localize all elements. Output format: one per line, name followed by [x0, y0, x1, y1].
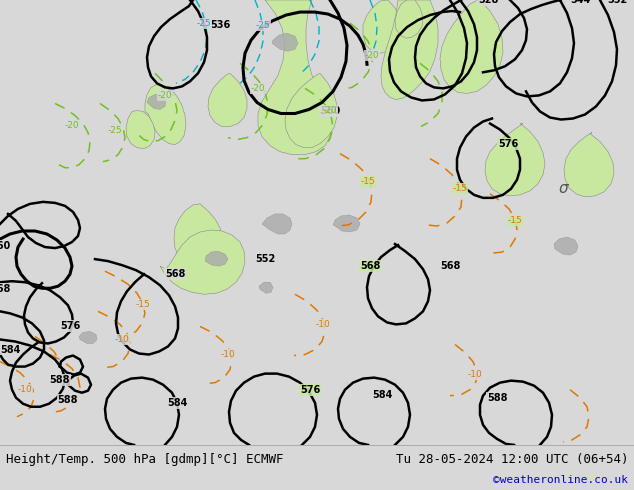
Polygon shape [205, 251, 228, 266]
Text: -20: -20 [323, 106, 337, 115]
Polygon shape [363, 0, 402, 53]
Text: 560: 560 [320, 106, 340, 117]
Text: -25: -25 [256, 21, 270, 29]
Text: 584: 584 [372, 390, 392, 400]
Text: Tu 28-05-2024 12:00 UTC (06+54): Tu 28-05-2024 12:00 UTC (06+54) [396, 453, 628, 466]
Text: 552: 552 [255, 254, 275, 264]
Polygon shape [485, 123, 545, 196]
Polygon shape [440, 0, 503, 94]
Text: ©weatheronline.co.uk: ©weatheronline.co.uk [493, 475, 628, 485]
Text: -25: -25 [197, 19, 211, 27]
Text: -20: -20 [65, 121, 79, 130]
Polygon shape [262, 214, 292, 234]
Polygon shape [79, 331, 97, 343]
Polygon shape [126, 110, 155, 148]
Text: 588: 588 [487, 392, 507, 403]
Text: 576: 576 [498, 139, 518, 148]
Polygon shape [554, 237, 578, 255]
Text: 568: 568 [360, 261, 380, 271]
Text: -10: -10 [468, 370, 482, 379]
Polygon shape [145, 84, 186, 145]
Text: -20: -20 [365, 51, 379, 60]
Polygon shape [272, 33, 298, 51]
Text: 536: 536 [210, 20, 230, 30]
Polygon shape [285, 74, 337, 147]
Text: 584: 584 [167, 398, 187, 408]
Text: 560: 560 [0, 241, 10, 251]
Text: 584: 584 [0, 344, 20, 354]
Polygon shape [259, 282, 273, 294]
Text: -15: -15 [453, 184, 467, 194]
Text: -10: -10 [115, 335, 129, 344]
Polygon shape [333, 215, 360, 232]
Polygon shape [395, 0, 423, 38]
Text: 552: 552 [607, 0, 627, 5]
Polygon shape [147, 95, 166, 109]
Text: -10: -10 [18, 385, 32, 394]
Text: 528: 528 [478, 0, 498, 5]
Text: Height/Temp. 500 hPa [gdmp][°C] ECMWF: Height/Temp. 500 hPa [gdmp][°C] ECMWF [6, 453, 283, 466]
Polygon shape [564, 133, 614, 197]
Text: 576: 576 [300, 385, 320, 394]
Text: 588: 588 [58, 395, 78, 405]
Polygon shape [258, 0, 332, 155]
Text: 544: 544 [570, 0, 590, 5]
Text: σ: σ [558, 181, 568, 196]
Text: -20: -20 [158, 91, 172, 100]
Text: -15: -15 [361, 177, 375, 186]
Text: 588: 588 [49, 375, 70, 385]
Text: -10: -10 [221, 350, 235, 359]
Polygon shape [381, 0, 438, 99]
Text: 568: 568 [0, 284, 10, 294]
Text: -25: -25 [108, 126, 122, 135]
Text: -20: -20 [250, 84, 265, 93]
Polygon shape [160, 230, 245, 294]
Text: 568: 568 [440, 261, 460, 271]
Text: -15: -15 [508, 217, 522, 225]
Text: -10: -10 [316, 320, 330, 329]
Text: -15: -15 [136, 300, 150, 309]
Text: 576: 576 [60, 321, 80, 331]
Text: 568: 568 [165, 269, 185, 279]
Polygon shape [174, 204, 222, 266]
Polygon shape [208, 74, 247, 126]
